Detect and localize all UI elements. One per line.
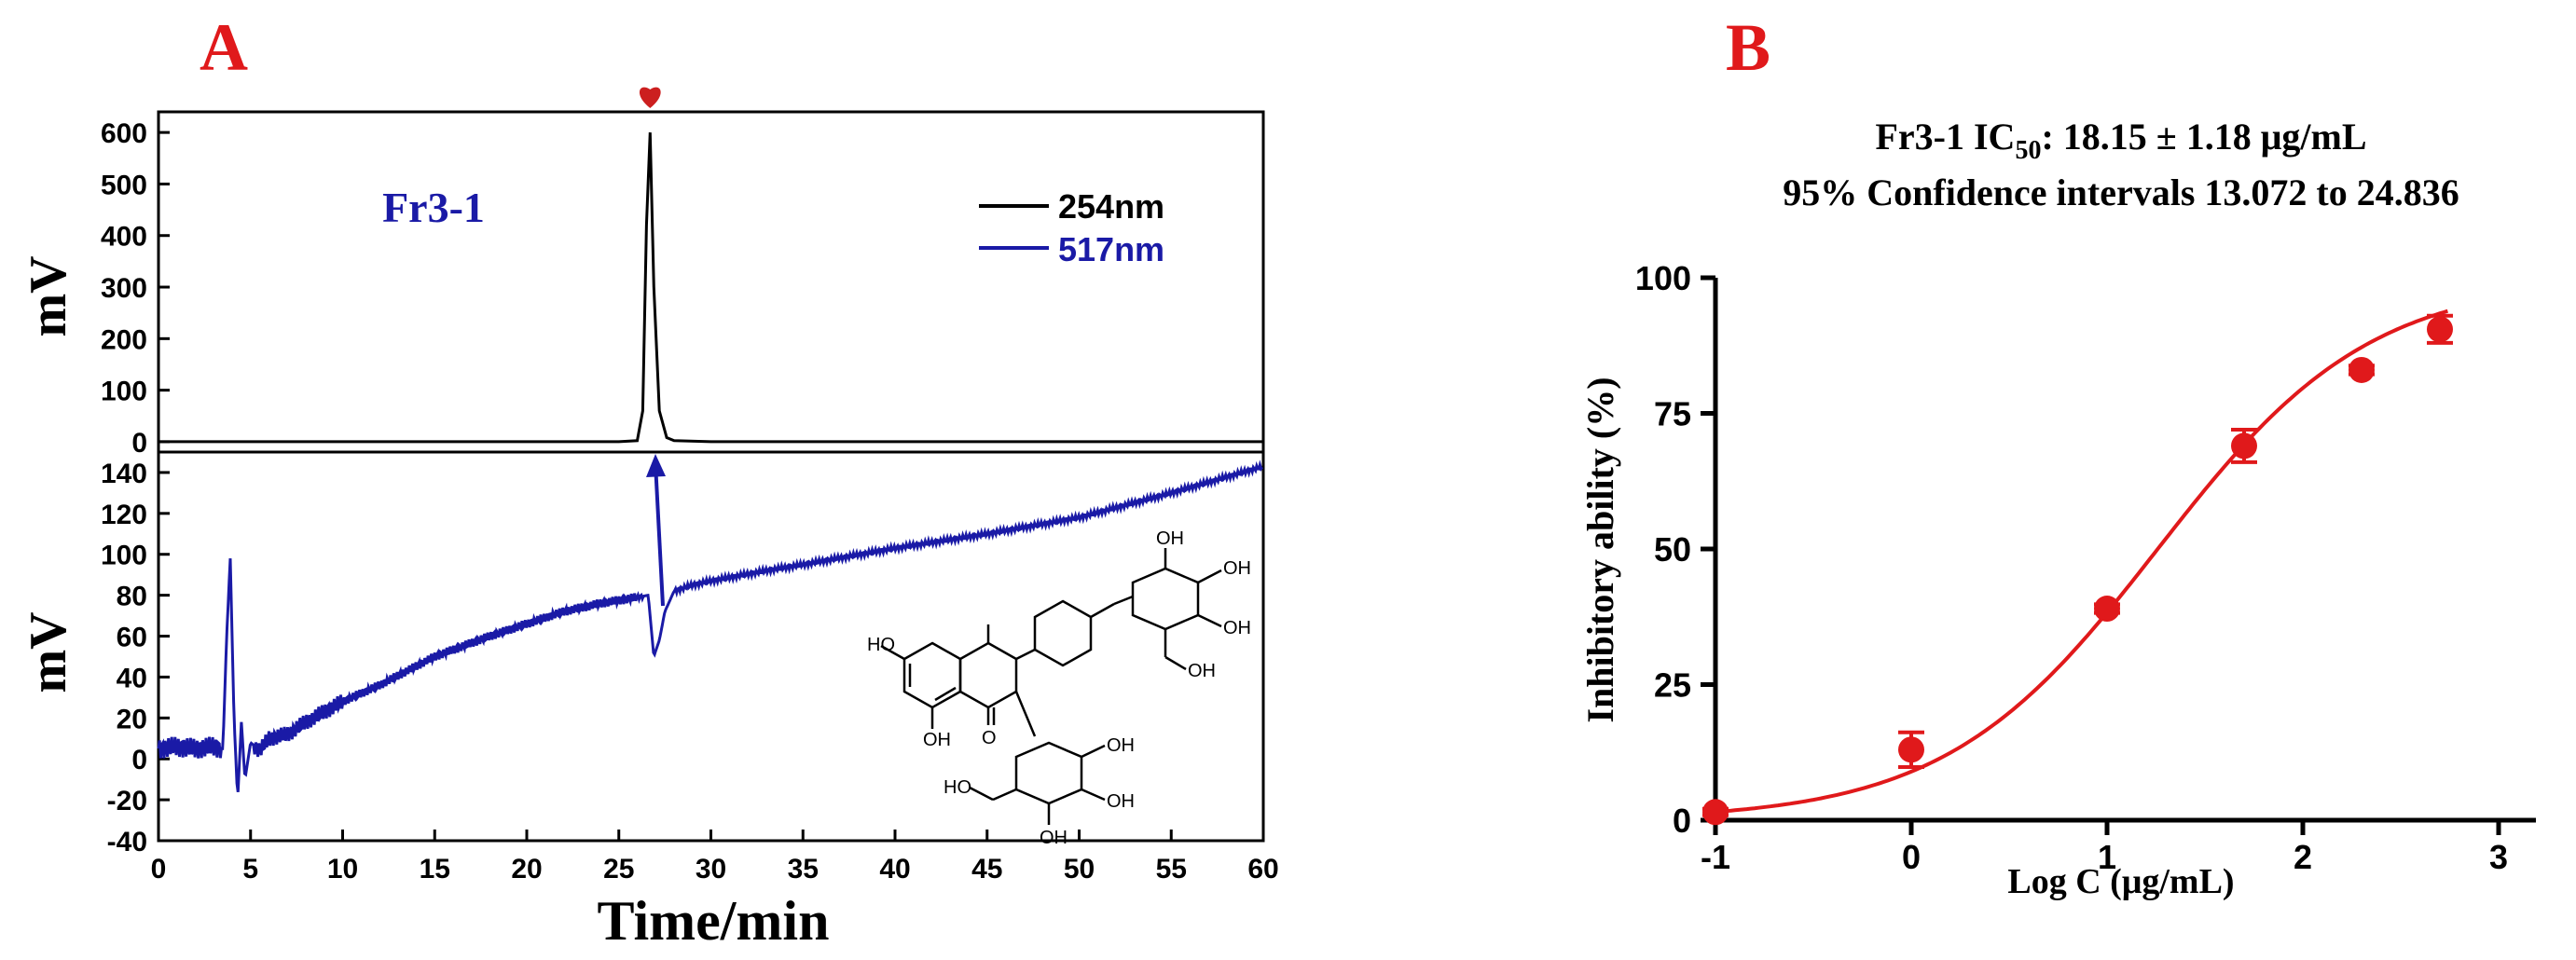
b-x-tick-label: 2 (2294, 838, 2312, 876)
upper-y-tick-label: 500 (101, 170, 147, 200)
x-tick-label: 55 (1156, 854, 1187, 885)
b-y-tick-label: 25 (1654, 666, 1691, 705)
chart-b-title-line2: 95% Confidence intervals 13.072 to 24.83… (1783, 171, 2459, 213)
peak-arrow (654, 462, 665, 607)
chart-b-title-line1: Fr3-1 IC50: 18.15 ± 1.18 μg/mL (1875, 116, 2366, 165)
b-x-axis-label: Log C (μg/mL) (2007, 862, 2234, 901)
data-marker (2231, 432, 2257, 459)
fit-curve (1715, 309, 2448, 815)
panel-a-label: A (200, 10, 248, 85)
lower-y-tick-label: 40 (117, 663, 147, 693)
b-x-tick-label: -1 (1701, 838, 1730, 876)
upper-y-tick-label: 100 (101, 377, 147, 407)
svg-text:OH: OH (1223, 558, 1251, 579)
lower-y-tick-label: -40 (107, 827, 147, 857)
x-tick-label: 0 (151, 854, 167, 885)
b-x-tick-label: 3 (2489, 838, 2508, 876)
panel-b-label: B (1726, 10, 1770, 85)
x-tick-label: 25 (603, 854, 634, 885)
lower-y-tick-label: 140 (101, 459, 147, 489)
data-marker (2349, 356, 2375, 383)
svg-text:OH: OH (1223, 618, 1251, 638)
legend-label-517nm: 517nm (1058, 230, 1164, 268)
chemical-structure-drawing: HO OH O OH OH OH HO OH OH OH OH (867, 528, 1251, 848)
upper-y-tick-label: 200 (101, 324, 147, 355)
upper-y-tick-label: 0 (131, 428, 147, 459)
b-x-tick-label: 1 (2098, 838, 2116, 876)
b-y-tick-label: 0 (1673, 802, 1691, 840)
lower-y-tick-label: 100 (101, 541, 147, 571)
x-tick-label: 5 (242, 854, 258, 885)
data-point (1898, 730, 1924, 769)
x-tick-label: 40 (879, 854, 910, 885)
x-tick-label: 60 (1247, 854, 1278, 885)
data-marker (1702, 799, 1729, 826)
lower-y-tick-label: 120 (101, 500, 147, 530)
lower-y-tick-label: 60 (117, 623, 147, 653)
data-marker (2094, 596, 2120, 623)
data-point (1702, 799, 1729, 826)
x-tick-label: 10 (327, 854, 358, 885)
upper-y-tick-label: 300 (101, 273, 147, 304)
b-y-ticks: 0 25 50 75 100 (1635, 259, 1715, 840)
svg-text:OH: OH (1040, 828, 1068, 848)
b-y-tick-label: 75 (1654, 395, 1691, 433)
title-subscript: 50 (2015, 136, 2041, 165)
x-tick-label: 35 (788, 854, 819, 885)
x-tick-label: 20 (511, 854, 542, 885)
data-point (2427, 313, 2453, 345)
upper-plot-frame (157, 110, 1265, 454)
b-x-ticks: -1 0 1 2 3 (1701, 820, 2508, 876)
x-ticks: 0 5 10 15 20 25 30 35 40 45 50 55 60 (151, 830, 1279, 885)
title-prefix: Fr3-1 IC (1875, 116, 2015, 158)
svg-text:O: O (982, 728, 997, 748)
svg-text:OH: OH (1107, 735, 1135, 756)
b-x-tick-label: 0 (1902, 838, 1921, 876)
data-point (2231, 427, 2257, 464)
svg-text:OH: OH (923, 730, 951, 750)
panel-b: B Fr3-1 IC50: 18.15 ± 1.18 μg/mL 95% Con… (1579, 10, 2536, 901)
peak-arrow-head (646, 454, 666, 477)
data-point (2349, 356, 2375, 383)
svg-text:OH: OH (1107, 791, 1135, 812)
x-tick-label: 30 (696, 854, 726, 885)
series-254nm-line (158, 132, 1263, 444)
series-517nm-line (157, 459, 1263, 792)
b-y-tick-label: 50 (1654, 530, 1691, 569)
lower-ylabel: mV (20, 611, 77, 693)
data-points (1702, 313, 2453, 826)
lower-y-ticks: -40 -20 0 20 40 60 80 100 120 140 (101, 459, 170, 857)
svg-text:HO: HO (944, 777, 971, 798)
svg-text:OH: OH (1188, 661, 1216, 681)
svg-text:OH: OH (1156, 528, 1184, 549)
upper-ylabel: mV (20, 255, 77, 336)
b-y-axis-label: Inhibitory ability (%) (1579, 377, 1621, 722)
legend-label-254nm: 254nm (1058, 187, 1164, 226)
upper-y-tick-label: 400 (101, 222, 147, 253)
title-suffix: : 18.15 ± 1.18 μg/mL (2041, 116, 2366, 158)
lower-y-tick-label: 20 (117, 704, 147, 734)
lower-y-tick-label: -20 (107, 786, 147, 816)
lower-y-tick-label: 0 (131, 745, 147, 775)
data-point (2094, 596, 2120, 623)
data-marker (1898, 736, 1924, 763)
upper-y-tick-label: 600 (101, 118, 147, 149)
svg-text:HO: HO (867, 635, 895, 655)
legend: 254nm 517nm (979, 187, 1164, 268)
upper-y-ticks: 0 100 200 300 400 500 600 (101, 118, 170, 459)
heart-icon (639, 87, 661, 108)
lower-y-tick-label: 80 (117, 582, 147, 612)
b-y-tick-label: 100 (1635, 259, 1691, 297)
x-tick-label: 15 (420, 854, 450, 885)
x-tick-label: 45 (971, 854, 1002, 885)
data-marker (2427, 316, 2453, 343)
x-tick-label: 50 (1064, 854, 1095, 885)
sample-annotation: Fr3-1 (382, 184, 485, 231)
x-axis-label: Time/min (598, 890, 830, 952)
